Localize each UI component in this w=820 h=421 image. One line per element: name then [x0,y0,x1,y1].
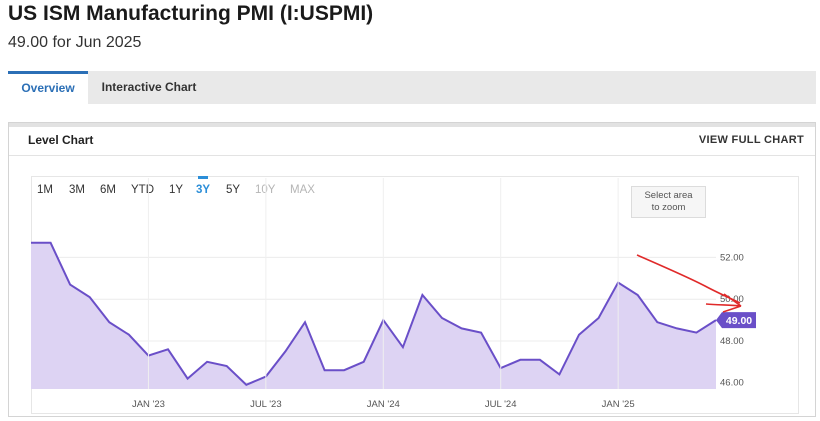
page-title: US ISM Manufacturing PMI (I:USPMI) [8,2,374,25]
last-value-label: 49.00 [726,315,752,327]
x-tick-label: JAN '24 [367,399,400,410]
x-tick-label: JAN '25 [602,399,635,410]
range-10y: 10Y [255,184,276,196]
range-3y[interactable]: 3Y [196,184,211,196]
annotation-arrow-head [705,293,742,313]
range-6m[interactable]: 6M [100,184,116,196]
last-value-tag [716,312,756,329]
active-range-indicator [198,176,208,179]
zoom-hint-line1: Select area [644,190,693,201]
range-3m[interactable]: 3M [69,184,85,196]
zoom-hint: Select area to zoom [631,186,706,218]
card-top-border [9,123,815,127]
y-tick-label: 48.00 [720,336,744,347]
tab-bar: Overview Interactive Chart [8,71,816,104]
x-tick-label: JUL '24 [485,399,517,410]
view-full-chart-link[interactable]: VIEW FULL CHART [698,134,804,146]
card-header: Level Chart VIEW FULL CHART [9,127,815,156]
zoom-hint-line2: to zoom [651,202,686,213]
range-5y[interactable]: 5Y [226,184,241,196]
range-1y[interactable]: 1Y [169,184,184,196]
y-tick-label: 46.00 [720,378,744,389]
range-max: MAX [290,184,315,196]
latest-value-subtitle: 49.00 for Jun 2025 [8,34,142,51]
series-line [31,241,717,386]
y-tick-label: 52.00 [720,252,744,263]
series-area [31,242,716,389]
tab-overview[interactable]: Overview [8,71,88,104]
tab-interactive-chart[interactable]: Interactive Chart [101,80,197,94]
range-1m[interactable]: 1M [37,184,53,196]
x-tick-label: JUL '23 [250,399,282,410]
x-tick-label: JAN '23 [132,399,165,410]
card-title: Level Chart [28,133,94,147]
